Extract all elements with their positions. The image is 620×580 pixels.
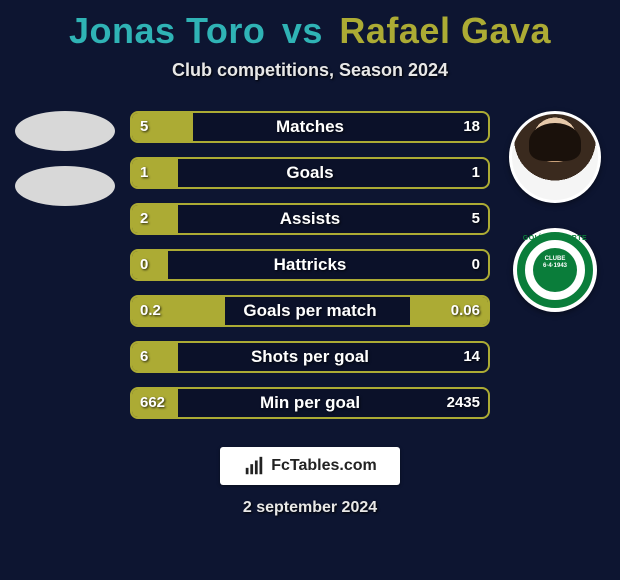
player2-club-badge: GOIÁS ESPORTE CLUBE 6·4·1943: [513, 228, 597, 312]
stat-value-left: 662: [140, 389, 165, 417]
stat-value-left: 0: [140, 251, 148, 279]
stat-value-left: 0.2: [140, 297, 161, 325]
stat-value-right: 2435: [447, 389, 480, 417]
stat-value-right: 18: [463, 113, 480, 141]
stat-row: 5Matches18: [130, 111, 490, 143]
stat-value-right: 14: [463, 343, 480, 371]
stat-value-left: 5: [140, 113, 148, 141]
stat-row: 0Hattricks0: [130, 249, 490, 281]
stat-label: Min per goal: [132, 389, 488, 417]
stat-row: 2Assists5: [130, 203, 490, 235]
stat-label: Matches: [132, 113, 488, 141]
left-column: [10, 111, 120, 221]
badge-core-text: CLUBE: [533, 256, 577, 263]
player1-badge-placeholder: [15, 166, 115, 206]
player1-photo-placeholder: [15, 111, 115, 151]
comparison-content: 5Matches181Goals12Assists50Hattricks00.2…: [0, 111, 620, 441]
stat-row: 1Goals1: [130, 157, 490, 189]
subtitle: Club competitions, Season 2024: [0, 60, 620, 81]
stat-value-right: 0.06: [451, 297, 480, 325]
player2-photo: [509, 111, 601, 203]
right-column: GOIÁS ESPORTE CLUBE 6·4·1943: [500, 111, 610, 312]
badge-arc-text: GOIÁS ESPORTE: [513, 235, 597, 242]
player1-name: Jonas Toro: [69, 10, 265, 51]
stat-bars: 5Matches181Goals12Assists50Hattricks00.2…: [130, 111, 490, 419]
stat-value-right: 0: [472, 251, 480, 279]
stat-label: Goals: [132, 159, 488, 187]
brand-text: FcTables.com: [271, 457, 377, 475]
vs-label: vs: [282, 10, 323, 51]
stat-value-left: 6: [140, 343, 148, 371]
badge-core: CLUBE 6·4·1943: [533, 248, 577, 292]
brand-badge: FcTables.com: [220, 447, 400, 485]
stat-value-right: 5: [472, 205, 480, 233]
stat-label: Goals per match: [132, 297, 488, 325]
stat-value-left: 2: [140, 205, 148, 233]
stat-value-left: 1: [140, 159, 148, 187]
stat-row: 6Shots per goal14: [130, 341, 490, 373]
stat-label: Assists: [132, 205, 488, 233]
badge-core-date: 6·4·1943: [533, 263, 577, 270]
page-title: Jonas Toro vs Rafael Gava: [0, 0, 620, 52]
stat-row: 0.2Goals per match0.06: [130, 295, 490, 327]
stat-label: Shots per goal: [132, 343, 488, 371]
player2-name: Rafael Gava: [339, 10, 551, 51]
date-text: 2 september 2024: [0, 499, 620, 517]
stat-value-right: 1: [472, 159, 480, 187]
stat-label: Hattricks: [132, 251, 488, 279]
stat-row: 662Min per goal2435: [130, 387, 490, 419]
chart-icon: [243, 455, 265, 477]
